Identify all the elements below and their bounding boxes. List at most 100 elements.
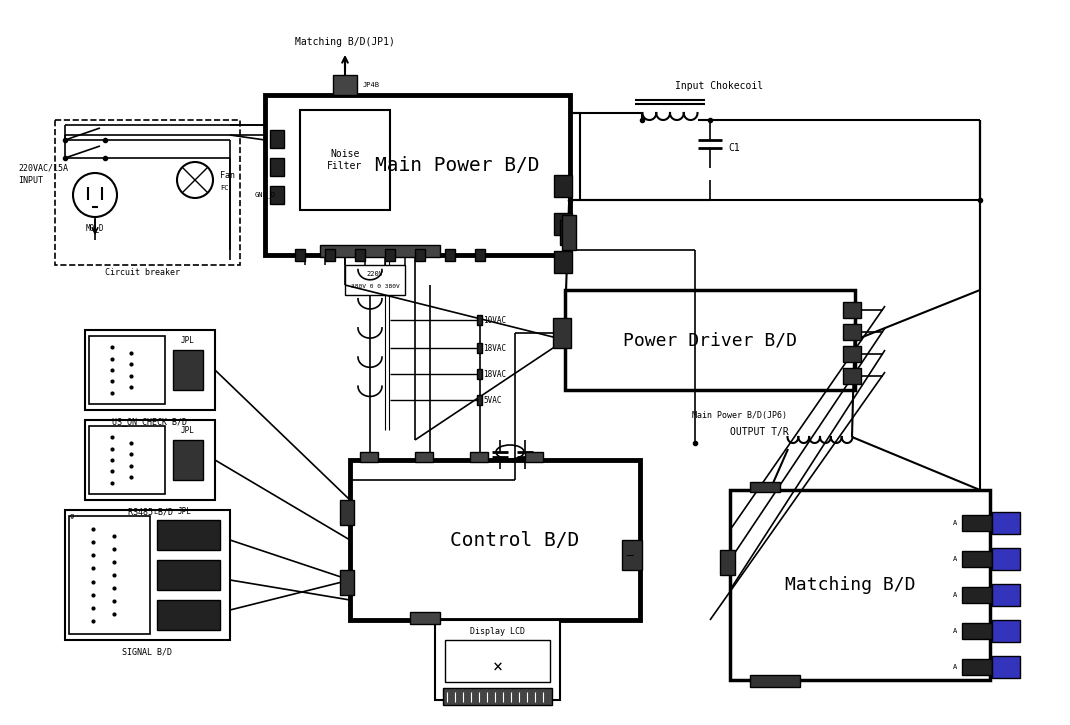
Bar — [295, 249, 305, 261]
Bar — [270, 158, 284, 176]
Bar — [340, 500, 354, 525]
Text: MO_D: MO_D — [86, 223, 104, 233]
Bar — [55, 120, 240, 265]
Bar — [65, 510, 230, 640]
Text: Display LCD: Display LCD — [470, 628, 525, 637]
Text: RS485 B/D: RS485 B/D — [127, 507, 172, 516]
Bar — [443, 688, 552, 705]
Text: A: A — [952, 628, 957, 634]
Text: Noise
Filter: Noise Filter — [327, 149, 363, 171]
Bar — [477, 395, 482, 405]
Bar — [340, 570, 354, 595]
Text: Matching B/D(JP1): Matching B/D(JP1) — [295, 37, 395, 47]
Text: Main Power B/D: Main Power B/D — [376, 155, 539, 175]
Bar — [750, 675, 800, 687]
Bar — [320, 245, 440, 257]
Text: OUTPUT T/R: OUTPUT T/R — [730, 427, 789, 437]
Bar — [553, 318, 571, 348]
Text: JPL: JPL — [181, 336, 195, 344]
Text: Circuit breaker: Circuit breaker — [105, 268, 180, 277]
Bar — [622, 540, 642, 570]
Bar — [554, 175, 572, 197]
Text: 220V: 220V — [367, 271, 383, 277]
Bar — [565, 290, 855, 390]
Bar — [415, 452, 433, 462]
Bar — [962, 515, 992, 531]
Bar — [355, 249, 365, 261]
Text: Control B/D: Control B/D — [450, 531, 580, 550]
Bar — [410, 612, 440, 624]
Bar — [554, 251, 572, 273]
Text: A: A — [952, 664, 957, 670]
Bar — [270, 130, 284, 148]
Bar — [300, 110, 389, 210]
Bar — [843, 368, 861, 384]
Text: US_ON CHECK B/D: US_ON CHECK B/D — [112, 418, 187, 426]
Text: 220VAC/15A: 220VAC/15A — [18, 164, 68, 173]
Bar — [525, 452, 542, 462]
Bar — [962, 551, 992, 567]
Bar — [157, 520, 220, 550]
Text: INPUT: INPUT — [18, 175, 43, 184]
Bar — [89, 336, 165, 404]
Bar — [962, 659, 992, 675]
Text: C1: C1 — [728, 143, 739, 153]
Bar — [85, 330, 215, 410]
Bar — [720, 550, 735, 575]
Text: 5VAC: 5VAC — [483, 396, 502, 405]
Text: Power Driver B/D: Power Driver B/D — [623, 331, 797, 349]
Text: Matching B/D: Matching B/D — [784, 576, 915, 594]
Bar — [843, 346, 861, 362]
Bar — [173, 350, 203, 390]
Text: 18VAC: 18VAC — [483, 370, 506, 378]
Bar — [445, 640, 550, 682]
Bar — [445, 249, 455, 261]
Text: JPL: JPL — [181, 426, 195, 434]
Bar — [68, 516, 150, 634]
Bar — [385, 249, 395, 261]
Text: Fan: Fan — [220, 170, 235, 180]
Bar — [270, 186, 284, 204]
Bar — [843, 324, 861, 340]
Text: A: A — [952, 556, 957, 562]
Bar — [325, 249, 335, 261]
Bar — [157, 600, 220, 630]
Bar — [333, 75, 357, 95]
Text: 18VAC: 18VAC — [483, 344, 506, 352]
Text: GND_D: GND_D — [255, 191, 276, 199]
Text: FC: FC — [220, 185, 229, 191]
Bar — [962, 587, 992, 603]
Bar — [843, 302, 861, 318]
Bar — [360, 452, 378, 462]
Text: 10VAC: 10VAC — [483, 315, 506, 325]
Bar — [475, 249, 485, 261]
Text: SIGNAL B/D: SIGNAL B/D — [122, 647, 172, 657]
Text: Main Power B/D(JP6): Main Power B/D(JP6) — [692, 410, 788, 420]
Bar — [415, 249, 425, 261]
Bar — [962, 623, 992, 639]
Bar — [992, 620, 1020, 642]
Bar — [992, 512, 1020, 534]
Text: ×: × — [492, 659, 503, 677]
Bar — [477, 369, 482, 379]
Bar — [157, 560, 220, 590]
Text: A: A — [952, 592, 957, 598]
Bar — [85, 420, 215, 500]
Bar — [265, 95, 570, 255]
Text: JPL: JPL — [178, 507, 192, 516]
Bar — [562, 215, 576, 250]
Bar — [89, 426, 165, 494]
Bar — [992, 584, 1020, 606]
Bar — [992, 548, 1020, 570]
Text: 380V 0 0 380V: 380V 0 0 380V — [351, 283, 399, 289]
Bar — [560, 220, 575, 245]
Bar — [992, 656, 1020, 678]
Text: L: L — [153, 509, 157, 515]
Text: A: A — [952, 520, 957, 526]
Bar — [477, 315, 482, 325]
Bar — [477, 343, 482, 353]
Bar — [350, 460, 640, 620]
Text: ─: ─ — [627, 550, 633, 560]
Bar — [345, 265, 406, 295]
Bar — [554, 213, 572, 235]
